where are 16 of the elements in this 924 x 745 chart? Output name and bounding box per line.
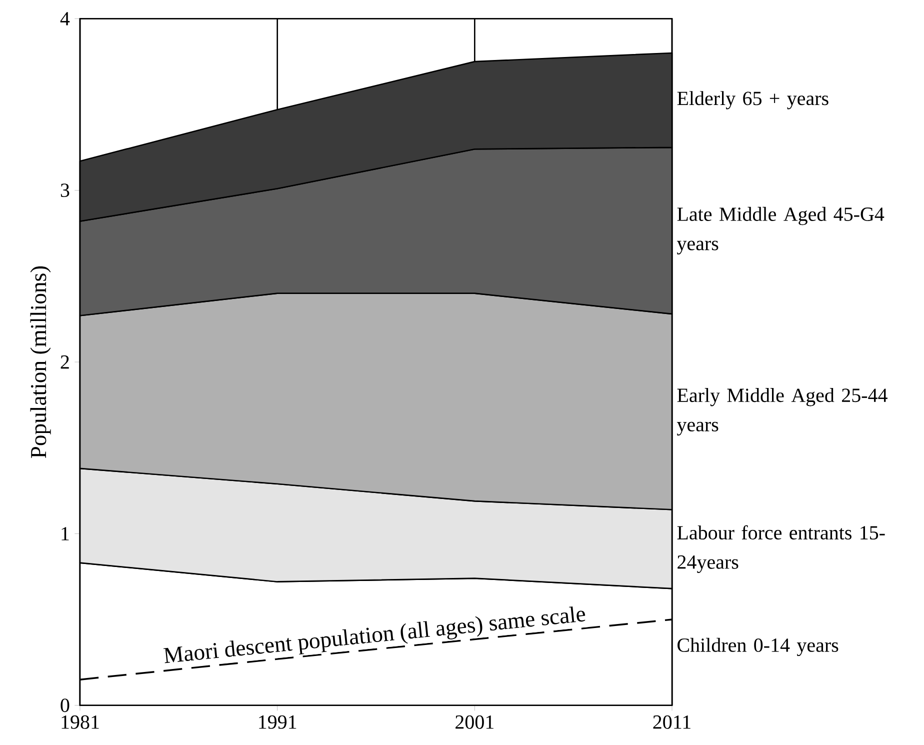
x-tick-label: 2001 (456, 715, 494, 729)
y-tick-label: 3 (60, 183, 70, 197)
series-label: Labour force entrants 15-24years (677, 525, 885, 573)
series-label: Children 0-14 years (678, 638, 838, 656)
x-tick-label: 2011 (653, 715, 690, 729)
y-tick-label: 2 (60, 355, 69, 368)
y-tick-label: 4 (60, 12, 70, 26)
series-label: Late Middle Aged 45-G4 years (676, 206, 884, 254)
y-axis-title: Population (millions) (30, 266, 51, 458)
text: Maori descent population (all ages) same scale (163, 606, 586, 663)
x-tick-label: 1991 (259, 715, 296, 729)
y-tick-label: 1 (62, 526, 69, 540)
series-label: Elderly 65 + years (677, 90, 828, 110)
series-label: Early Middle Aged 25-44 years (676, 388, 888, 436)
x-tick-label: 1981 (62, 715, 99, 729)
y-tick-label: 0 (60, 698, 70, 712)
